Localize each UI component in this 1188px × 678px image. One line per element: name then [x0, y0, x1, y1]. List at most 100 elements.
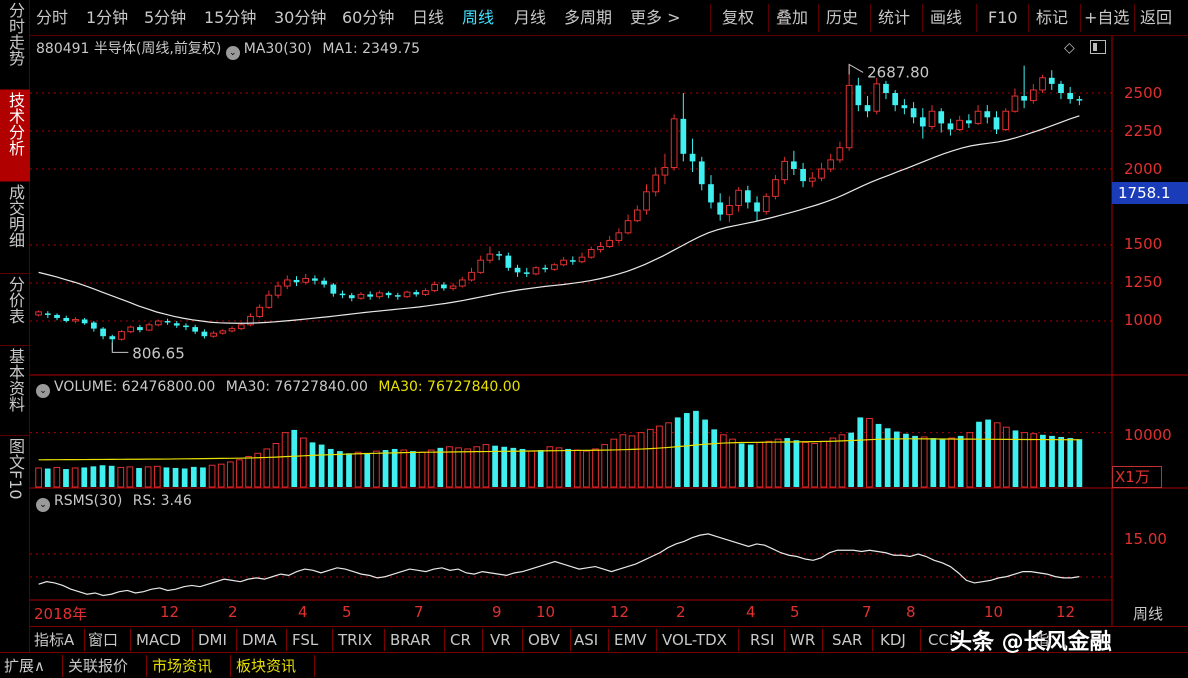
- tab-more-indicators[interactable]: 指: [1034, 631, 1050, 649]
- candle-body-up: [652, 174, 660, 193]
- candlestick-series: [35, 64, 1083, 351]
- tab-trix[interactable]: TRIX: [338, 631, 373, 649]
- volume-bar-up: [583, 450, 590, 488]
- volume-bar-down: [738, 443, 745, 487]
- tab-asi[interactable]: ASI: [574, 631, 599, 649]
- tab-dmi[interactable]: DMI: [198, 631, 227, 649]
- period-timeshare[interactable]: 分时: [36, 8, 69, 27]
- tab-cr[interactable]: CR: [450, 631, 471, 649]
- volume-bar-down: [893, 431, 900, 487]
- period-monthly[interactable]: 月线: [514, 8, 547, 27]
- volume-ma30-value: MA30: 76727840.00: [225, 379, 368, 395]
- period-15min[interactable]: 15分钟: [204, 8, 257, 27]
- tab-obv[interactable]: OBV: [528, 631, 560, 649]
- tab-vr[interactable]: VR: [490, 631, 511, 649]
- candle-body-up: [781, 160, 789, 181]
- chevron-down-icon[interactable]: ⌄: [36, 384, 50, 398]
- toolbar-divider: [1028, 4, 1029, 32]
- candle-body-up: [274, 285, 282, 296]
- chevron-down-icon[interactable]: ⌄: [225, 46, 240, 60]
- candle-body-down: [984, 111, 991, 118]
- volume-bar-down: [200, 467, 206, 487]
- volume-bar-down: [492, 445, 498, 487]
- chevron-down-icon[interactable]: ⌄: [36, 498, 50, 512]
- volume-bar-down: [848, 432, 855, 487]
- volume-bar-up: [245, 456, 252, 488]
- volume-bar-up: [354, 451, 362, 488]
- draw-line-button[interactable]: 画线: [930, 8, 963, 27]
- tab-f10[interactable]: 图文F10: [0, 436, 30, 526]
- volume-bar-up: [71, 467, 79, 488]
- tab-wr[interactable]: WR: [790, 631, 816, 649]
- period-daily[interactable]: 日线: [412, 8, 445, 27]
- candle-body-up: [772, 179, 779, 197]
- volume-series: [35, 410, 1083, 488]
- related-quotes-tab[interactable]: 关联报价: [68, 657, 129, 675]
- f10-button[interactable]: F10: [988, 8, 1018, 27]
- volume-bar-down: [437, 447, 444, 487]
- tab-cci[interactable]: CCI: [928, 631, 954, 649]
- tab-trade-details[interactable]: 成交明细: [0, 182, 30, 274]
- volume-unit: X1万: [1112, 466, 1162, 488]
- tab-price-table[interactable]: 分价表: [0, 274, 30, 346]
- tab-fsl[interactable]: FSL: [292, 631, 319, 649]
- toolbar-divider: [870, 4, 871, 32]
- diamond-icon[interactable]: ◇: [1064, 40, 1075, 56]
- candle-body-down: [855, 85, 862, 106]
- tab-macd[interactable]: MACD: [136, 631, 181, 649]
- period-60min[interactable]: 60分钟: [342, 8, 395, 27]
- volume-bar-up: [948, 437, 955, 488]
- tab-vol-tdx[interactable]: VOL-TDX: [662, 631, 727, 649]
- tab-sar[interactable]: SAR: [832, 631, 863, 649]
- tab-emv[interactable]: EMV: [614, 631, 647, 649]
- tab-window[interactable]: 窗口: [88, 631, 119, 649]
- volume-bar-up: [811, 443, 818, 488]
- tab-divider: [84, 629, 85, 651]
- candle-body-up: [827, 159, 835, 170]
- candle-body-up: [726, 204, 733, 216]
- mark-button[interactable]: 标记: [1036, 8, 1069, 27]
- expand-button[interactable]: 扩展∧: [4, 657, 45, 675]
- sector-news-tab[interactable]: 板块资讯: [236, 657, 297, 675]
- back-button[interactable]: 返回: [1140, 8, 1173, 27]
- period-5min[interactable]: 5分钟: [144, 8, 187, 27]
- volume-bar-down: [884, 428, 891, 487]
- period-weekly[interactable]: 周线: [462, 8, 495, 27]
- bottom-divider: [62, 655, 63, 677]
- period-more[interactable]: 更多 >: [630, 8, 681, 27]
- volume-bar-down: [693, 410, 699, 487]
- volume-bar-down: [674, 417, 681, 487]
- tab-rsi[interactable]: RSI: [750, 631, 775, 649]
- tab-technical-analysis[interactable]: 技术分析: [0, 90, 30, 182]
- tab-trade-details-label: 成交明细: [6, 184, 25, 248]
- volume-bar-down: [346, 453, 352, 487]
- volume-bar-down: [382, 450, 389, 487]
- tab-kdj[interactable]: KDJ: [880, 631, 906, 649]
- tab-indicator-a[interactable]: 指标A: [34, 631, 75, 649]
- candle-body-up: [587, 249, 595, 258]
- ma30-polyline: [38, 115, 1080, 324]
- volume-bar-up: [1021, 432, 1028, 488]
- tab-fundamentals[interactable]: 基本资料: [0, 346, 30, 436]
- statistics-button[interactable]: 统计: [878, 8, 911, 27]
- history-button[interactable]: 历史: [826, 8, 859, 27]
- window-toggle-icon[interactable]: [1090, 40, 1106, 54]
- tab-brar[interactable]: BRAR: [390, 631, 431, 649]
- period-30min[interactable]: 30分钟: [274, 8, 327, 27]
- overlay-button[interactable]: 叠加: [776, 8, 809, 27]
- x-label: 12: [610, 603, 630, 621]
- candle-body-down: [385, 292, 392, 296]
- period-multi[interactable]: 多周期: [564, 8, 613, 27]
- add-watchlist-button[interactable]: +自选: [1084, 8, 1130, 27]
- volume-bar-up: [1030, 433, 1038, 488]
- volume-bar-up: [656, 425, 663, 488]
- tab-divider: [482, 629, 483, 651]
- x-label: 12: [1056, 603, 1076, 621]
- adjust-button[interactable]: 复权: [722, 8, 755, 27]
- tab-timeshare[interactable]: 分时走势: [0, 0, 30, 90]
- candle-body-down: [1048, 77, 1055, 84]
- volume-bar-up: [993, 422, 1001, 488]
- tab-dma[interactable]: DMA: [242, 631, 277, 649]
- period-1min[interactable]: 1分钟: [86, 8, 129, 27]
- market-news-tab[interactable]: 市场资讯: [152, 657, 213, 675]
